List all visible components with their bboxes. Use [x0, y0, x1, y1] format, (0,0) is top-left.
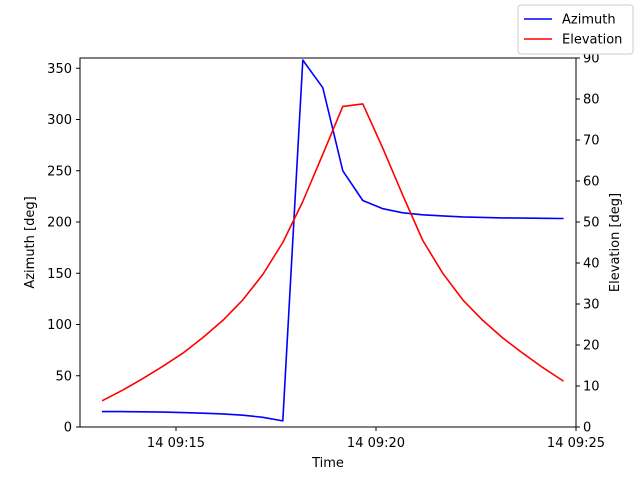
y-tick-label-right: 0 — [583, 421, 591, 436]
plot-frame — [79, 57, 577, 428]
y-tick-label-right: 20 — [583, 339, 600, 354]
y-tick-label-right: 40 — [583, 257, 600, 272]
y-tick-label-left: 250 — [47, 164, 72, 179]
y-tick-label-left: 200 — [47, 216, 72, 231]
legend-label-azimuth: Azimuth — [562, 13, 616, 28]
x-tick-label: 14 09:15 — [147, 436, 205, 451]
y-tick-label-right: 70 — [583, 134, 600, 149]
y-tick-label-right: 50 — [583, 216, 600, 231]
y-tick-label-left: 0 — [64, 421, 72, 436]
y-tick-label-right: 30 — [583, 298, 600, 313]
series-line-elevation — [101, 103, 564, 402]
y-tick-label-right: 90 — [583, 52, 600, 67]
x-axis-label: Time — [311, 456, 344, 471]
y-tick-label-left: 350 — [47, 62, 72, 77]
y-tick-label-right: 60 — [583, 175, 600, 190]
series-line-azimuth — [102, 59, 564, 422]
x-tick-label: 14 09:25 — [547, 436, 605, 451]
y-tick-label-left: 300 — [47, 113, 72, 128]
y-tick-label-left: 50 — [55, 369, 72, 384]
y-axis-label-right: Elevation [deg] — [608, 193, 623, 292]
y-axis-label-left: Azimuth [deg] — [23, 196, 38, 288]
axis-layer: 14 09:15 14 09:20 14 09:250501001502002503… — [47, 52, 605, 452]
legend-label-elevation: Elevation — [562, 33, 622, 48]
x-tick-label: 14 09:20 — [347, 436, 405, 451]
series-layer — [101, 59, 564, 422]
y-tick-label-right: 80 — [583, 93, 600, 108]
y-tick-label-right: 10 — [583, 380, 600, 395]
y-tick-label-left: 100 — [47, 318, 72, 333]
y-tick-label-left: 150 — [47, 267, 72, 282]
legend: Azimuth Elevation — [517, 4, 634, 55]
legend-frame — [517, 4, 634, 55]
